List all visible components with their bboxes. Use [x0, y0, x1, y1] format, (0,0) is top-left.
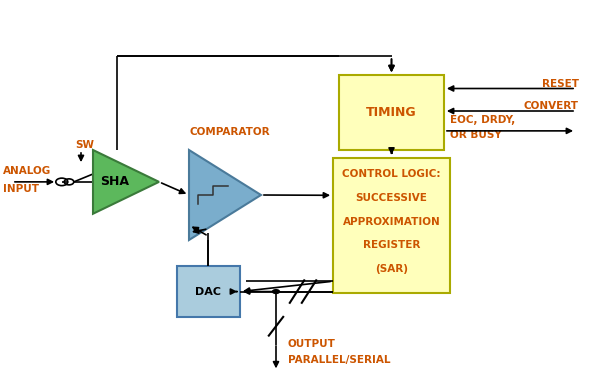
Text: TIMING: TIMING [366, 106, 417, 119]
Text: SUCCESSIVE: SUCCESSIVE [356, 193, 427, 203]
Text: CONTROL LOGIC:: CONTROL LOGIC: [342, 170, 441, 179]
Bar [339, 75, 444, 150]
Polygon shape [93, 150, 159, 214]
Bar [333, 158, 450, 292]
Text: EOC, DRDY,: EOC, DRDY, [450, 116, 515, 125]
Text: OR BUSY: OR BUSY [450, 130, 502, 140]
Text: SW: SW [75, 140, 94, 150]
Text: (SAR): (SAR) [375, 264, 408, 274]
Text: SHA: SHA [100, 176, 130, 188]
Text: DAC: DAC [196, 286, 221, 297]
Circle shape [272, 289, 280, 294]
Text: CONVERT: CONVERT [524, 101, 579, 111]
Text: REGISTER: REGISTER [363, 240, 420, 250]
Text: APPROXIMATION: APPROXIMATION [343, 217, 440, 226]
Text: RESET: RESET [542, 79, 579, 88]
Text: OUTPUT: OUTPUT [288, 339, 336, 349]
Text: ANALOG: ANALOG [3, 166, 51, 176]
Polygon shape [189, 150, 261, 240]
Text: INPUT: INPUT [3, 184, 39, 194]
Text: PARALLEL/SERIAL: PARALLEL/SERIAL [288, 355, 391, 365]
Text: COMPARATOR: COMPARATOR [189, 127, 269, 137]
Bar [177, 266, 240, 317]
